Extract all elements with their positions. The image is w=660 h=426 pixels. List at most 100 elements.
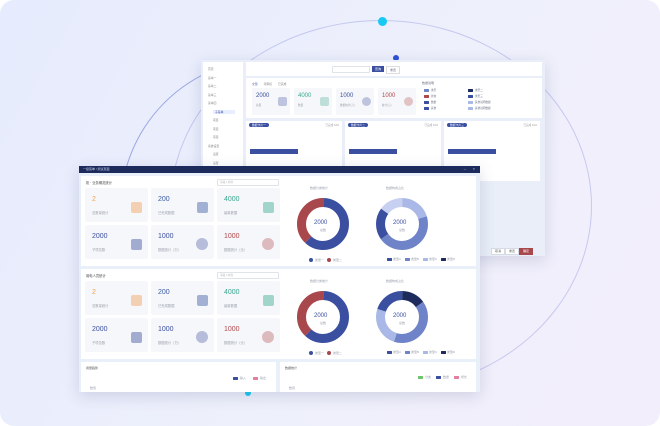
- back-menu-item[interactable]: 项目: [213, 126, 219, 131]
- back-search-button[interactable]: 查询: [372, 66, 385, 72]
- stat-value: 2000: [92, 326, 108, 333]
- monitor-icon: [263, 202, 274, 213]
- stat-label: 数据统计（元）: [224, 341, 248, 345]
- donut-segment: [297, 291, 349, 343]
- bottom-right-axis-label: 数值: [289, 386, 296, 390]
- back-menu-item[interactable]: 菜单三: [208, 92, 217, 97]
- donut-legend-swatch: [441, 351, 446, 354]
- donut-legend-label: 类型A: [393, 350, 402, 354]
- back-stat-label: 统计(元): [382, 104, 392, 107]
- overview-panel: 奶 · 业务概览统计 请输入内容 2 总数量统计 200 已完成数据 4000 最新数据 200…: [81, 176, 476, 266]
- donut-chart-category: [297, 198, 349, 250]
- stat-card: 4000 最新数据: [217, 188, 280, 222]
- panel-title: 奶 · 业务概览统计: [86, 181, 113, 185]
- donut-legend-label: 类型二: [333, 258, 343, 262]
- stat-value: 2: [92, 289, 96, 296]
- donut-legend-label: 类型C: [429, 350, 438, 354]
- back-reset-button[interactable]: 重置: [386, 66, 401, 74]
- donut-chart-category: [297, 291, 349, 343]
- back-stat-card: 1000 统计(元): [378, 88, 416, 115]
- donut-center-value: 2000: [393, 220, 407, 226]
- stat-card: 200 已完成数据: [151, 281, 214, 315]
- donut-center-label: 总数: [320, 321, 327, 325]
- back-legend-swatch: [468, 89, 473, 92]
- close-icon[interactable]: ×: [472, 166, 475, 171]
- back-stat-card: 4000 数量: [294, 88, 332, 115]
- back-menu-item[interactable]: 设置: [213, 152, 219, 156]
- stat-card: 1000 数据统计（元）: [217, 225, 280, 259]
- back-stat-label: 总量: [256, 104, 262, 107]
- back-card-bar: [250, 149, 298, 154]
- back-stat-icon: [278, 97, 287, 106]
- back-menu-item[interactable]: 菜单一: [208, 75, 217, 80]
- back-search-input[interactable]: [332, 66, 370, 73]
- donut-legend-swatch: [387, 351, 392, 354]
- donut-center-value: 2000: [314, 313, 328, 319]
- stat-label: 已完成数据: [158, 304, 175, 308]
- front-window: 一级菜单 / 测试页面 – × 奶 · 业务概览统计 请输入内容 2 总数量统计 200…: [79, 166, 480, 392]
- donut-legend-label: 类型C: [429, 257, 438, 261]
- stat-card: 200 已完成数据: [151, 188, 214, 222]
- check-icon: [196, 238, 208, 250]
- back-stat-label: 数量: [298, 104, 304, 107]
- back-stat-value: 1000: [382, 93, 396, 99]
- legend-swatch-growth: [454, 376, 459, 379]
- donut-legend-label: 类型一: [315, 351, 325, 355]
- donut-caption: 数据构成占比: [386, 279, 405, 283]
- back-window: 首页菜单一菜单二菜单三菜单四子菜单项目项目项目系统设置设置设置设置 查询 重置 …: [201, 60, 545, 256]
- legend-label-category: 分类: [425, 375, 432, 379]
- stat-label: 最新数据: [224, 211, 238, 215]
- donut-legend-swatch: [405, 351, 410, 354]
- donut-caption: 数据分类统计: [310, 279, 329, 283]
- back-legend-label: 类型: [431, 89, 437, 92]
- donut-legend-label: 类型二: [333, 351, 343, 355]
- donut-caption: 数据分类统计: [310, 186, 329, 190]
- back-legend-swatch: [424, 95, 429, 98]
- box-icon: [131, 202, 142, 213]
- panel-title: 用电人员统计: [86, 274, 106, 278]
- back-menu-item[interactable]: 项目: [213, 135, 219, 139]
- panel-search-input[interactable]: 请输入内容: [217, 272, 279, 279]
- donut-segment: [376, 291, 428, 343]
- back-legend-swatch: [424, 107, 429, 110]
- back-menu-item[interactable]: 菜单二: [208, 84, 217, 88]
- donut-chart-composition: [376, 291, 428, 343]
- donut-chart-composition: [376, 198, 428, 250]
- stat-card: 2 总数量统计: [85, 281, 148, 315]
- donut-segment: [376, 291, 428, 343]
- clock-icon: [262, 331, 274, 343]
- panel-search-input[interactable]: 请输入内容: [217, 179, 279, 186]
- back-legend-label: 类型三: [475, 95, 483, 98]
- back-action-button[interactable]: 取消: [491, 248, 505, 255]
- back-menu-item[interactable]: 设置: [213, 160, 219, 165]
- legend-swatch-output: [253, 377, 258, 380]
- back-menu-item[interactable]: 菜单四: [208, 101, 217, 105]
- back-menu-item[interactable]: 系统设置: [208, 143, 220, 148]
- back-stats-panel: 全部 待审核 已完成 2000 总量 4000 数量 1000 数据统计(万) 1000 统计(元…: [246, 78, 542, 118]
- minimize-icon[interactable]: –: [463, 166, 466, 171]
- donut-segment: [376, 291, 428, 343]
- bottom-right-title: 数据统计: [285, 366, 298, 370]
- back-tab[interactable]: 全部: [252, 82, 258, 86]
- donut-center-value: 2000: [393, 313, 407, 319]
- back-menu-item[interactable]: 首页: [208, 67, 214, 71]
- stat-card: 1000 数据统计（万）: [151, 225, 214, 259]
- back-menu-item[interactable]: 项目: [213, 118, 219, 122]
- back-tab[interactable]: 已完成: [278, 82, 287, 86]
- donut-segment: [376, 198, 428, 250]
- stat-value: 1000: [158, 326, 174, 333]
- back-action-button[interactable]: 确定: [519, 248, 533, 255]
- check-icon: [196, 331, 208, 343]
- back-card-count: 已完成 1/10: [325, 124, 339, 127]
- back-action-button[interactable]: 重置: [505, 248, 519, 255]
- back-tab[interactable]: 待审核: [263, 82, 273, 86]
- back-menu-item[interactable]: 子菜单: [213, 109, 236, 114]
- box-icon: [131, 295, 142, 306]
- donut-legend-dot: [327, 351, 331, 355]
- stat-value: 200: [158, 196, 170, 203]
- donut-legend-dot: [309, 351, 313, 355]
- stat-card: 2000 子项总数: [85, 225, 148, 259]
- back-legend-swatch: [424, 89, 429, 92]
- back-stat-value: 4000: [298, 93, 312, 99]
- back-legend-swatch: [468, 95, 473, 98]
